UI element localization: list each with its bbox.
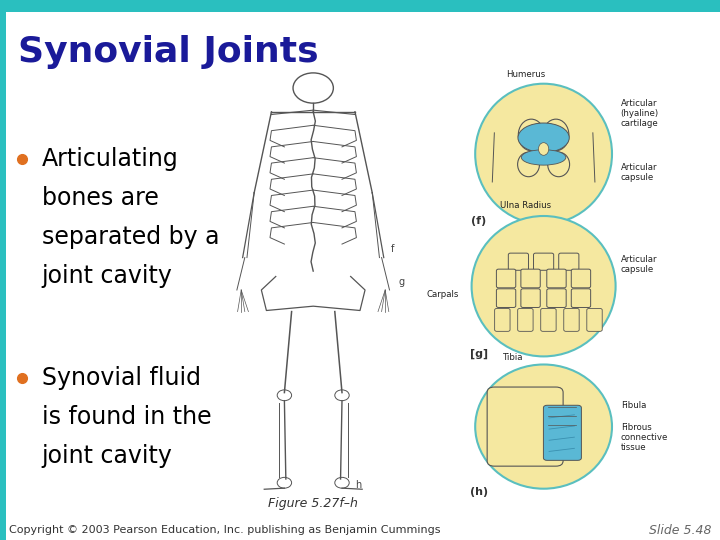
Text: bones are: bones are	[42, 186, 158, 210]
Text: Articulating: Articulating	[42, 147, 179, 171]
Ellipse shape	[548, 152, 570, 177]
Ellipse shape	[472, 216, 616, 356]
Text: Carpals: Carpals	[427, 290, 459, 299]
Text: Humerus: Humerus	[506, 70, 545, 79]
Ellipse shape	[521, 150, 566, 165]
FancyBboxPatch shape	[518, 308, 533, 332]
FancyBboxPatch shape	[521, 289, 540, 307]
FancyBboxPatch shape	[0, 0, 720, 12]
FancyBboxPatch shape	[496, 269, 516, 288]
FancyBboxPatch shape	[0, 12, 6, 540]
Text: Articular
capsule: Articular capsule	[621, 163, 657, 183]
Text: f: f	[391, 245, 395, 254]
FancyBboxPatch shape	[544, 405, 582, 460]
Text: Articular
(hyaline)
cartilage: Articular (hyaline) cartilage	[621, 98, 659, 129]
Text: g: g	[398, 277, 405, 287]
FancyBboxPatch shape	[571, 269, 590, 288]
Text: Slide 5.48: Slide 5.48	[649, 524, 711, 537]
Text: Synovial fluid: Synovial fluid	[42, 366, 201, 390]
FancyBboxPatch shape	[559, 253, 579, 271]
FancyBboxPatch shape	[546, 289, 566, 307]
Text: h: h	[355, 480, 361, 490]
Ellipse shape	[518, 152, 539, 177]
Text: (h): (h)	[469, 488, 488, 497]
Text: joint cavity: joint cavity	[42, 264, 173, 288]
Ellipse shape	[475, 84, 612, 224]
FancyBboxPatch shape	[487, 387, 563, 466]
Text: Articular
capsule: Articular capsule	[621, 255, 657, 274]
Ellipse shape	[539, 143, 549, 156]
FancyBboxPatch shape	[496, 289, 516, 307]
FancyBboxPatch shape	[564, 308, 579, 332]
Text: is found in the: is found in the	[42, 405, 212, 429]
FancyBboxPatch shape	[534, 253, 554, 271]
Text: joint cavity: joint cavity	[42, 444, 173, 468]
Text: Copyright © 2003 Pearson Education, Inc. publishing as Benjamin Cummings: Copyright © 2003 Pearson Education, Inc.…	[9, 525, 440, 535]
FancyBboxPatch shape	[587, 308, 602, 332]
Text: Tibia: Tibia	[503, 353, 523, 362]
FancyBboxPatch shape	[541, 308, 556, 332]
FancyBboxPatch shape	[546, 269, 566, 288]
Text: Fibrous
connective
tissue: Fibrous connective tissue	[621, 422, 668, 453]
Text: Figure 5.27f–h: Figure 5.27f–h	[269, 497, 358, 510]
Text: [g]: [g]	[469, 348, 488, 359]
Text: Fibula: Fibula	[621, 401, 646, 409]
Text: Ulna Radius: Ulna Radius	[500, 201, 552, 210]
Ellipse shape	[518, 119, 544, 151]
FancyBboxPatch shape	[571, 289, 590, 307]
Ellipse shape	[543, 119, 569, 151]
Text: separated by a: separated by a	[42, 225, 220, 249]
Text: (f): (f)	[471, 217, 487, 226]
Ellipse shape	[518, 123, 570, 152]
FancyBboxPatch shape	[495, 308, 510, 332]
FancyBboxPatch shape	[521, 269, 540, 288]
FancyBboxPatch shape	[508, 253, 528, 271]
Ellipse shape	[475, 364, 612, 489]
Text: Synovial Joints: Synovial Joints	[18, 35, 319, 69]
